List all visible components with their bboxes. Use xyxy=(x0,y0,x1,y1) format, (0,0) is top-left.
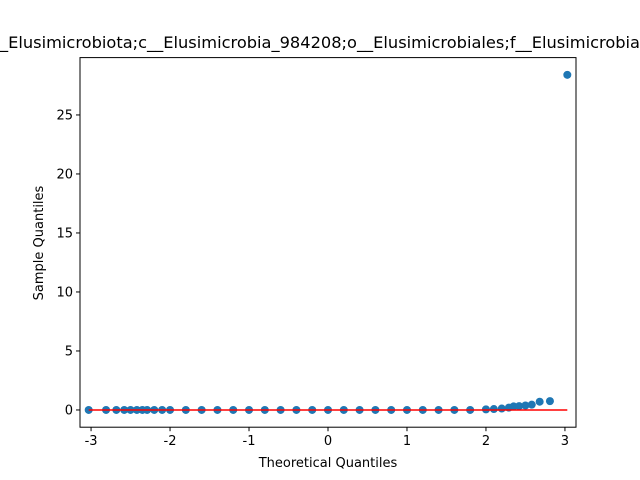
chart-title: _Elusimicrobiota;c__Elusimicrobia_984208… xyxy=(0,33,640,53)
x-tick-label: 0 xyxy=(324,434,332,449)
x-tick-label: -1 xyxy=(243,434,256,449)
y-tick-label: 20 xyxy=(56,167,73,182)
y-tick-label: 5 xyxy=(65,344,73,359)
plot-frame xyxy=(79,57,577,428)
point xyxy=(489,405,498,414)
point xyxy=(527,400,536,409)
point xyxy=(563,70,572,79)
y-tick-label: 25 xyxy=(56,108,73,123)
y-tick-label: 0 xyxy=(65,403,73,418)
point xyxy=(535,397,544,406)
x-axis-label: Theoretical Quantiles xyxy=(258,456,398,471)
y-axis-label: Sample Quantiles xyxy=(32,185,47,300)
point xyxy=(521,401,530,410)
y-tick-label: 10 xyxy=(56,285,73,300)
y-tick-label: 15 xyxy=(56,226,73,241)
x-tick-label: 2 xyxy=(482,434,490,449)
point xyxy=(515,402,524,411)
point xyxy=(545,397,554,406)
x-tick-label: 1 xyxy=(403,434,411,449)
x-tick-label: -2 xyxy=(164,434,177,449)
x-tick-label: -3 xyxy=(85,434,98,449)
x-tick-label: 3 xyxy=(561,434,569,449)
point xyxy=(497,404,506,413)
